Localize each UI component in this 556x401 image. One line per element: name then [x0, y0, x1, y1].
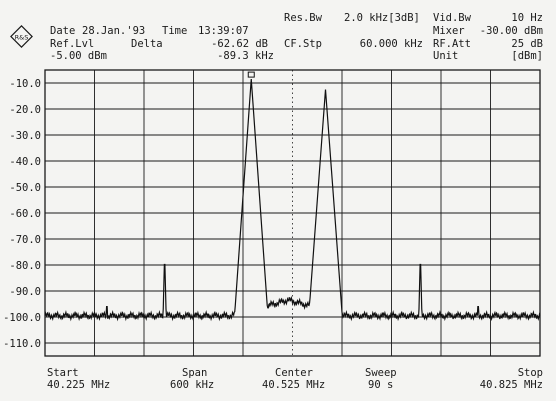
date-value: 28.Jan.'93	[82, 25, 146, 37]
cf-step-label: CF.Stp	[284, 38, 322, 50]
y-tick-label: -10.0	[9, 78, 41, 90]
mixer-value: -30.00 dBm	[479, 25, 543, 37]
ref-level-label: Ref.Lvl	[50, 38, 95, 50]
stop-value: 40.825 MHz	[479, 379, 543, 391]
unit-label: Unit	[433, 50, 459, 62]
delta-khz-value: -89.3 kHz	[217, 50, 274, 62]
logo-text: R&S	[15, 34, 29, 42]
res-bw-value: 2.0 kHz[3dB]	[344, 12, 420, 24]
logo-diamond-icon: R&S	[10, 25, 33, 48]
delta-label: Delta	[131, 38, 163, 50]
y-tick-label: -60.0	[9, 208, 41, 220]
marker-box	[247, 71, 255, 78]
center-label: Center	[275, 367, 313, 379]
delta-db-value: -62.62 dB	[211, 38, 268, 50]
start-value: 40.225 MHz	[47, 379, 111, 391]
spectrum-trace	[44, 79, 541, 322]
y-tick-label: -80.0	[9, 260, 41, 272]
y-tick-label: -40.0	[9, 156, 41, 168]
sweep-label: Sweep	[365, 367, 397, 379]
time-label: Time	[162, 25, 188, 37]
span-value: 600 kHz	[170, 379, 215, 391]
span-label: Span	[182, 367, 208, 379]
stop-label: Stop	[517, 367, 543, 379]
y-tick-label: -30.0	[9, 130, 41, 142]
center-value: 40.525 MHz	[262, 379, 326, 391]
start-label: Start	[47, 367, 79, 379]
y-tick-label: -70.0	[9, 234, 41, 246]
y-tick-label: -90.0	[9, 286, 41, 298]
logo: R&S	[10, 25, 33, 48]
res-bw-label: Res.Bw	[284, 12, 322, 24]
sweep-value: 90 s	[368, 379, 394, 391]
rf-att-value: 25 dB	[511, 38, 543, 50]
ref-level-value: -5.00 dBm	[50, 50, 107, 62]
unit-value: [dBm]	[511, 50, 543, 62]
rf-att-label: RF.Att	[433, 38, 471, 50]
date-label: Date	[50, 25, 76, 37]
vid-bw-label: Vid.Bw	[433, 12, 471, 24]
time-value: 13:39:07	[198, 25, 249, 37]
vid-bw-value: 10 Hz	[511, 12, 543, 24]
y-tick-label: -110.0	[3, 338, 41, 350]
y-tick-label: -100.0	[3, 312, 41, 324]
y-tick-label: -20.0	[9, 104, 41, 116]
mixer-label: Mixer	[433, 25, 465, 37]
y-tick-label: -50.0	[9, 182, 41, 194]
cf-step-value: 60.000 kHz	[359, 38, 423, 50]
